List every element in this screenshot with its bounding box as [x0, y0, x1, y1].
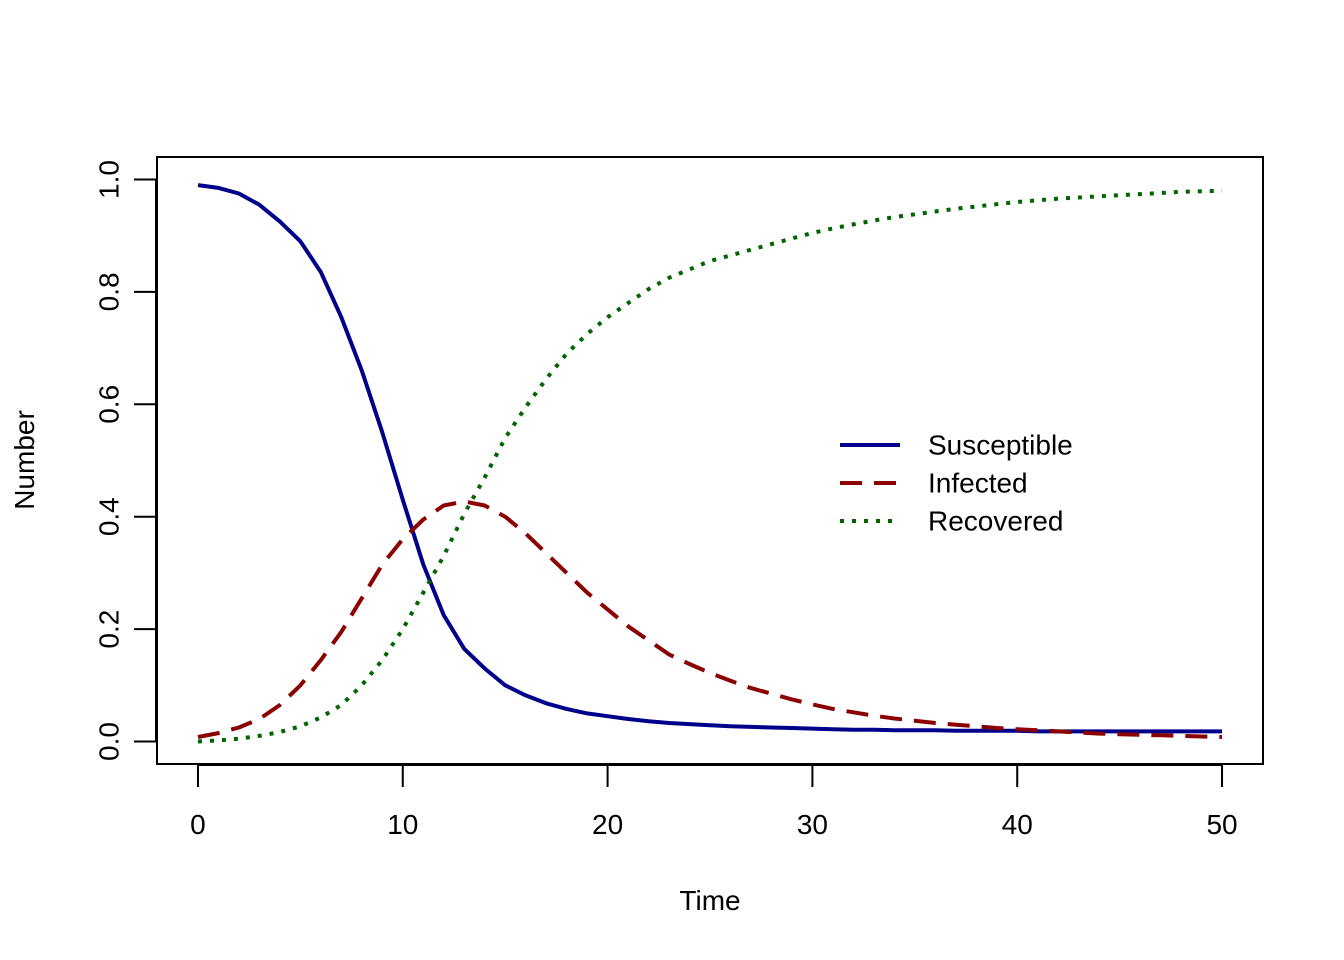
- x-tick-label: 10: [387, 809, 418, 840]
- legend-label-infected: Infected: [928, 468, 1028, 499]
- x-axis: 0 10 20 30 40 50: [190, 764, 1238, 840]
- y-tick-label: 0.4: [94, 497, 125, 536]
- series-line-infected: [197, 499, 1223, 739]
- x-tick-label: 30: [797, 809, 828, 840]
- series-lines: [197, 183, 1223, 744]
- legend: Susceptible Infected Recovered: [840, 430, 1073, 537]
- x-tick-label: 40: [1002, 809, 1033, 840]
- legend-label-recovered: Recovered: [928, 506, 1063, 537]
- y-tick-label: 1.0: [94, 160, 125, 199]
- x-tick-label: 50: [1206, 809, 1237, 840]
- y-tick-label: 0.2: [94, 610, 125, 649]
- x-axis-label: Time: [679, 885, 740, 916]
- x-tick-label: 20: [592, 809, 623, 840]
- y-axis: 0.0 0.2 0.4 0.6 0.8 1.0: [94, 160, 157, 761]
- y-tick-label: 0.8: [94, 272, 125, 311]
- plot-frame: [156, 156, 1264, 765]
- x-tick-label: 0: [190, 809, 206, 840]
- series-line-recovered: [197, 188, 1223, 744]
- y-axis-label: Number: [9, 410, 40, 510]
- y-tick-label: 0.6: [94, 385, 125, 424]
- y-tick-label: 0.0: [94, 722, 125, 761]
- legend-label-susceptible: Susceptible: [928, 430, 1073, 461]
